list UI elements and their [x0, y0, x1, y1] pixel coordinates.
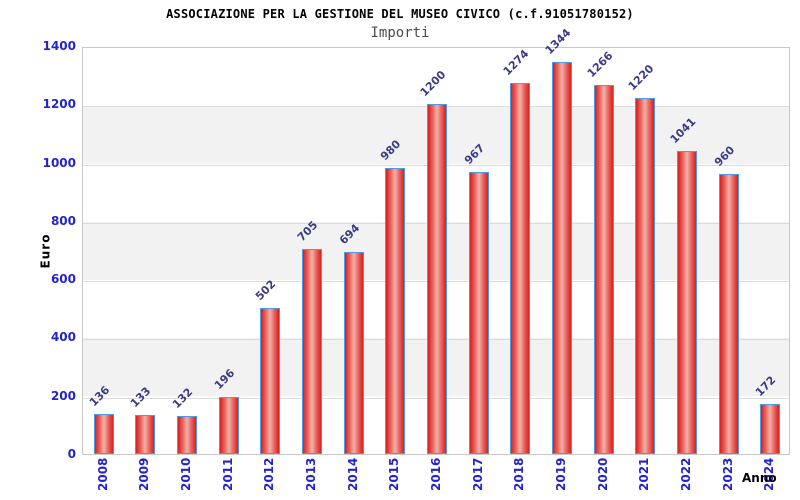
x-tick-label: 2011: [220, 457, 235, 491]
bar-2016: [427, 104, 447, 454]
x-tick-label: 2020: [595, 457, 610, 491]
bar-2009: [135, 415, 156, 454]
x-tick-label: 2009: [137, 457, 152, 491]
bar-2020: [593, 85, 614, 454]
x-tick-label: 2023: [720, 457, 735, 491]
chart-subtitle: Importi: [370, 25, 430, 41]
y-tick-label: 1000: [42, 155, 76, 170]
bar-2019: [551, 62, 572, 454]
y-tick-label: 800: [50, 213, 76, 228]
bar-2023: [718, 174, 739, 454]
x-tick-label: 2022: [678, 457, 693, 491]
x-tick-label: 2018: [512, 457, 527, 491]
y-tick-label: 0: [67, 447, 76, 461]
x-tick-label: 2013: [304, 457, 319, 491]
chart-title: ASSOCIAZIONE PER LA GESTIONE DEL MUSEO C…: [166, 7, 634, 21]
x-axis-title: Anno: [742, 471, 777, 485]
bar-2010: [177, 415, 198, 454]
bar-2008: [93, 414, 114, 454]
plot-area: [82, 47, 790, 455]
x-tick-label: 2021: [637, 457, 652, 491]
bar-2015: [385, 168, 406, 454]
x-tick-label: 2008: [95, 457, 110, 491]
y-tick-label: 600: [50, 272, 76, 287]
x-tick-label: 2015: [387, 457, 402, 491]
y-tick-label: 1200: [42, 97, 76, 112]
bar-2021: [635, 98, 656, 454]
bar-2022: [676, 150, 697, 454]
bar-2017: [468, 172, 489, 454]
x-tick-label: 2012: [262, 457, 277, 491]
bar-2013: [302, 248, 323, 454]
bar-2012: [260, 307, 281, 454]
y-axis-title: Euro: [38, 233, 53, 269]
bar-2014: [343, 251, 364, 454]
x-tick-label: 2016: [429, 457, 443, 491]
bar-2018: [510, 82, 531, 454]
bar-2011: [218, 396, 239, 454]
y-tick-label: 1400: [42, 39, 76, 53]
y-tick-label: 200: [50, 388, 76, 403]
x-tick-label: 2014: [345, 457, 360, 491]
y-tick-label: 400: [50, 330, 76, 345]
bar-2024: [760, 403, 781, 454]
x-tick-label: 2019: [553, 457, 568, 491]
x-tick-label: 2017: [470, 457, 485, 491]
x-tick-label: 2010: [179, 457, 194, 491]
